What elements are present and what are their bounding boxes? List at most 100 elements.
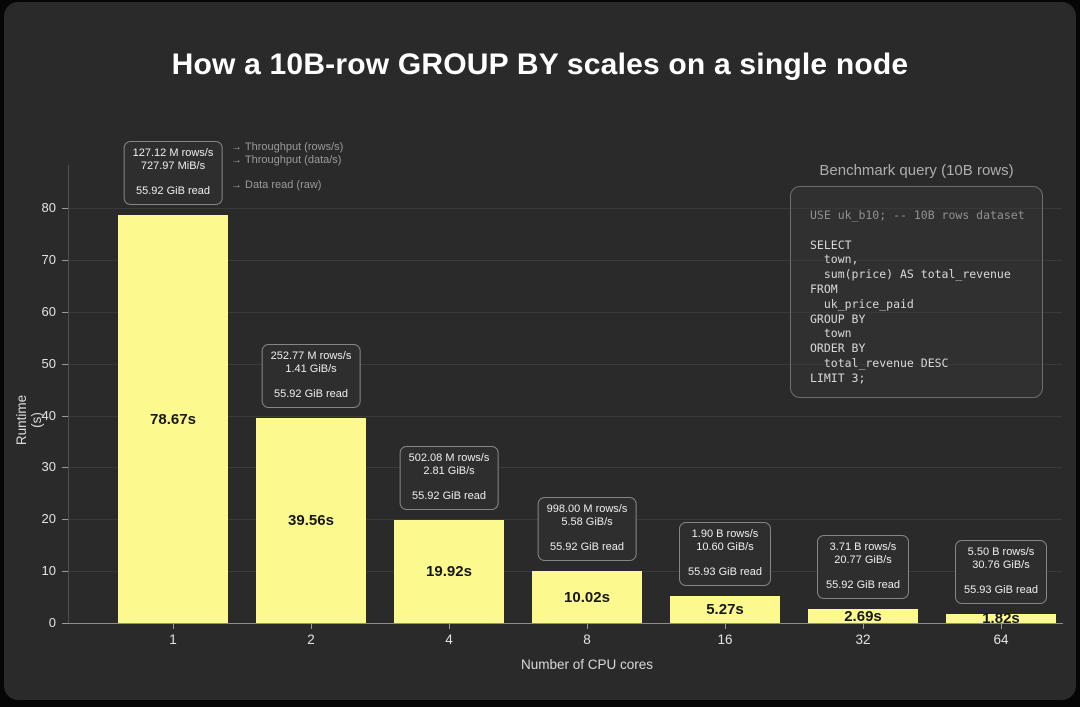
annotation-data-read: 55.93 GiB read: [688, 566, 762, 578]
x-tick-label: 2: [307, 632, 315, 647]
sql-code-line: total_revenue DESC: [810, 355, 949, 370]
sql-code-line: USE uk_b10; -- 10B rows dataset: [810, 208, 1025, 222]
annotation-box: 3.71 B rows/s 20.77 GiB/s 55.92 GiB read: [817, 535, 909, 599]
x-tick-mark: [587, 624, 588, 629]
x-axis-title: Number of CPU cores: [520, 657, 654, 672]
y-tick-label: 20: [41, 511, 56, 527]
x-tick-label: 64: [993, 632, 1009, 647]
sql-code-line: [810, 223, 1034, 238]
annotation-data-read: 55.92 GiB read: [273, 388, 348, 400]
annotation-box: 1.90 B rows/s 10.60 GiB/s 55.93 GiB read: [679, 522, 771, 586]
legend-item-throughput-rows: → Throughput (rows/s): [231, 141, 344, 153]
bar-value-label: 5.27s: [706, 601, 744, 618]
annotation-box: 998.00 M rows/s 5.58 GiB/s 55.92 GiB read: [537, 497, 637, 561]
annotation-throughput-data: 20.77 GiB/s: [834, 554, 892, 566]
y-tick-mark: [62, 571, 68, 573]
gridline: [68, 415, 1062, 417]
chart-title: How a 10B-row GROUP BY scales on a singl…: [171, 48, 909, 81]
annotation-throughput-rows: 502.08 M rows/s: [408, 452, 490, 464]
annotation-throughput-rows: 252.77 M rows/s: [270, 350, 352, 362]
bar: 5.27s: [670, 596, 780, 623]
annotation-gap: [964, 572, 1038, 584]
sql-code-line: FROM: [810, 281, 838, 296]
annotation-throughput-rows: 1.90 B rows/s: [691, 528, 759, 540]
sql-code-line: LIMIT 3;: [810, 370, 866, 385]
annotation-throughput-rows: 998.00 M rows/s: [546, 503, 628, 515]
annotation-throughput-data: 30.76 GiB/s: [972, 559, 1030, 571]
y-tick-label: 50: [41, 355, 56, 371]
y-tick-mark: [62, 311, 68, 313]
annotation-data-read: 55.92 GiB read: [549, 541, 624, 553]
y-tick-mark: [62, 415, 68, 417]
x-tick-mark: [863, 624, 864, 629]
sql-code-line: GROUP BY: [810, 311, 866, 326]
benchmark-query-code-block: USE uk_b10; -- 10B rows dataset SELECT t…: [790, 186, 1043, 398]
bar-value-label: 78.67s: [150, 410, 196, 428]
y-tick-label: 60: [41, 303, 56, 319]
sql-code-line: uk_price_paid: [810, 296, 914, 311]
x-tick-label: 4: [445, 632, 453, 647]
throughput-legend: → Throughput (rows/s) → Throughput (data…: [231, 141, 343, 192]
annotation-box: 5.50 B rows/s 30.76 GiB/s 55.93 GiB read: [955, 540, 1047, 604]
annotation-throughput-rows: 127.12 M rows/s: [132, 147, 214, 159]
bar: 10.02s: [532, 571, 642, 623]
bar-value-label: 1.82s: [982, 610, 1020, 627]
x-tick-label: 8: [583, 632, 591, 647]
sql-code-line: ORDER BY: [810, 341, 866, 356]
bar: 39.56s: [256, 418, 366, 623]
annotation-throughput-rows: 5.50 B rows/s: [967, 546, 1035, 558]
annotation-box: 502.08 M rows/s 2.81 GiB/s 55.92 GiB read: [399, 446, 499, 510]
bar-value-label: 2.69s: [844, 607, 882, 625]
y-tick-label: 80: [41, 200, 56, 215]
sql-code-line: sum(price) AS total_revenue: [810, 267, 1011, 282]
y-axis-line: [68, 165, 69, 623]
annotation-box: 252.77 M rows/s 1.41 GiB/s 55.92 GiB read: [261, 344, 361, 408]
gridline: [68, 208, 1062, 209]
annotation-gap: [133, 173, 214, 185]
y-tick-mark: [62, 259, 68, 261]
y-tick-mark: [62, 623, 68, 624]
y-tick-mark: [62, 519, 68, 521]
annotation-gap: [688, 554, 762, 566]
y-tick-label: 10: [41, 563, 56, 579]
sql-code-line: SELECT: [810, 237, 852, 252]
y-tick-label: 0: [48, 615, 56, 630]
gridline: [68, 311, 1062, 313]
sql-code-line: town: [810, 326, 852, 341]
x-tick-mark: [725, 624, 726, 629]
benchmark-query-title: Benchmark query (10B rows): [819, 162, 1014, 179]
annotation-box: 127.12 M rows/s 727.97 MiB/s 55.92 GiB rea…: [123, 141, 223, 205]
legend-item-throughput-data: → Throughput (data/s): [231, 154, 342, 166]
annotation-gap: [826, 567, 900, 579]
y-tick-mark: [62, 467, 68, 469]
bar-value-label: 39.56s: [288, 512, 334, 529]
annotation-gap: [547, 529, 628, 541]
bar: 1.82s: [946, 610, 1056, 627]
annotation-data-read: 55.93 GiB read: [964, 584, 1038, 596]
x-tick-label: 1: [169, 632, 177, 647]
gridline: [68, 467, 1062, 469]
annotation-throughput-rows: 3.71 B rows/s: [829, 541, 897, 553]
bar: 2.69s: [808, 607, 918, 625]
x-tick-mark: [173, 624, 174, 629]
x-tick-mark: [1001, 624, 1002, 629]
annotation-throughput-data: 1.41 GiB/s: [285, 363, 337, 375]
bar: 19.92s: [394, 520, 504, 623]
bar-value-label: 10.02s: [564, 588, 610, 606]
annotation-throughput-data: 727.97 MiB/s: [140, 160, 206, 172]
annotation-data-read: 55.92 GiB read: [411, 490, 486, 502]
y-tick-label: 40: [41, 407, 56, 423]
bar: 78.67s: [118, 215, 228, 623]
x-axis-line: [68, 623, 1063, 624]
x-tick-label: 16: [717, 632, 733, 647]
x-tick-mark: [311, 624, 312, 629]
x-tick-label: 32: [855, 632, 871, 647]
annotation-throughput-data: 5.58 GiB/s: [561, 516, 613, 528]
annotation-throughput-data: 10.60 GiB/s: [696, 541, 754, 553]
bar-value-label: 19.92s: [426, 563, 472, 580]
gridline: [68, 259, 1062, 261]
y-tick-mark: [62, 208, 68, 209]
y-tick-label: 30: [41, 459, 56, 475]
gridline: [68, 363, 1062, 365]
